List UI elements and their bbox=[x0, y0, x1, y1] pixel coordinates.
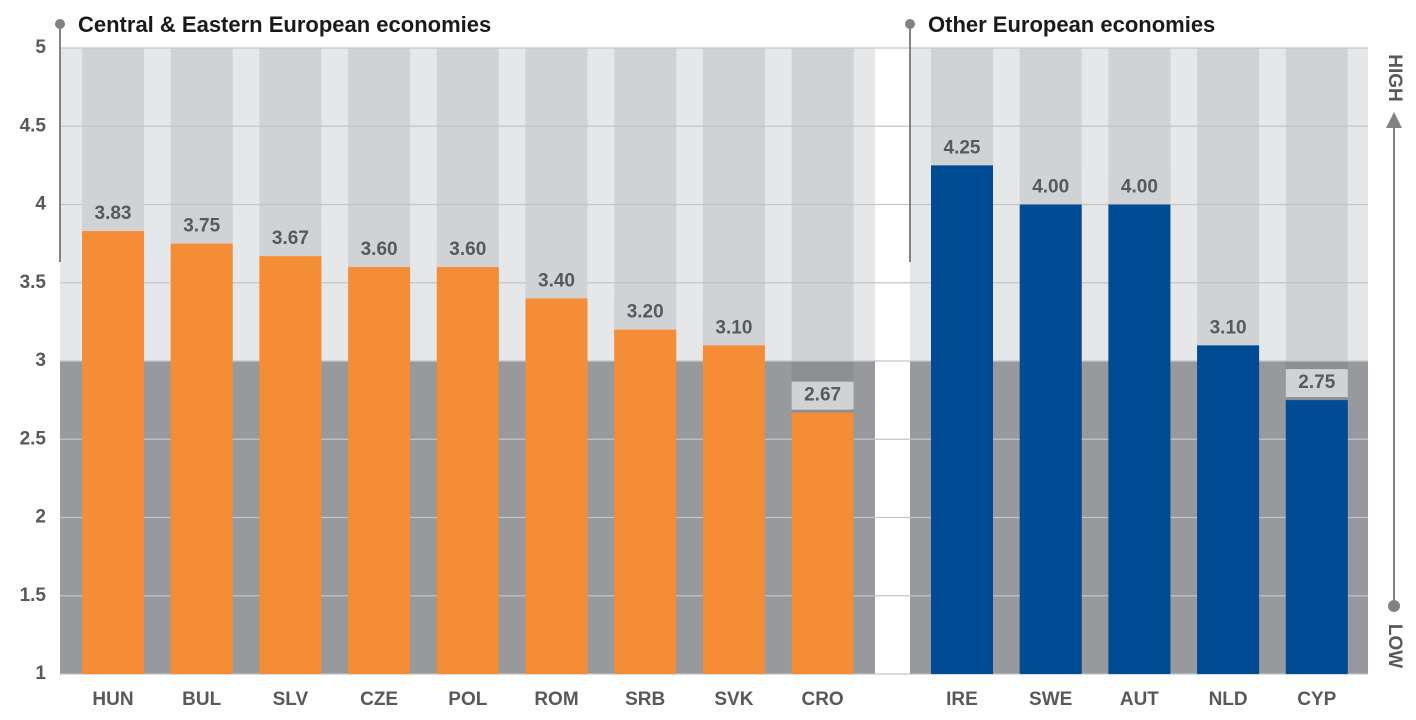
y-tick-label: 1.5 bbox=[20, 585, 47, 606]
bar bbox=[82, 231, 144, 675]
value-label: 3.60 bbox=[449, 239, 486, 260]
group-marker-dot bbox=[905, 19, 915, 29]
high-label: HIGH bbox=[1384, 54, 1405, 102]
value-label-bg bbox=[525, 267, 588, 296]
x-tick-label: IRE bbox=[946, 689, 978, 710]
x-tick-label: ROM bbox=[534, 689, 578, 710]
low-label: LOW bbox=[1384, 624, 1405, 668]
value-label-bg bbox=[1285, 369, 1348, 398]
value-label: 3.60 bbox=[361, 239, 398, 260]
x-tick-label: POL bbox=[448, 689, 487, 710]
bar bbox=[170, 243, 233, 674]
group-marker-dot bbox=[55, 19, 65, 29]
bar bbox=[1108, 204, 1171, 674]
value-label: 3.10 bbox=[715, 317, 752, 338]
value-label: 3.20 bbox=[627, 302, 664, 323]
value-label-bg bbox=[614, 298, 677, 327]
value-label-bg bbox=[1019, 173, 1082, 202]
value-label: 3.83 bbox=[95, 203, 132, 224]
arrow-head bbox=[1386, 112, 1402, 128]
x-tick-label: AUT bbox=[1120, 689, 1159, 710]
x-tick-label: SWE bbox=[1029, 689, 1072, 710]
value-label-bg bbox=[702, 314, 765, 343]
y-tick-label: 3 bbox=[35, 350, 46, 371]
x-tick-label: HUN bbox=[92, 689, 133, 710]
value-label: 2.75 bbox=[1298, 372, 1335, 393]
value-label-bg bbox=[170, 212, 233, 241]
x-tick-label: NLD bbox=[1209, 689, 1248, 710]
value-label-bg bbox=[791, 381, 854, 410]
value-label-bg bbox=[259, 225, 322, 254]
value-label-bg bbox=[82, 200, 144, 229]
x-tick-label: CZE bbox=[360, 689, 398, 710]
y-tick-label: 2.5 bbox=[20, 428, 47, 449]
bar bbox=[436, 267, 499, 674]
bar bbox=[525, 298, 588, 674]
value-label-bg bbox=[931, 134, 993, 163]
value-label-bg bbox=[436, 236, 499, 265]
x-tick-label: SVK bbox=[714, 689, 753, 710]
value-label: 4.25 bbox=[944, 137, 981, 158]
bar bbox=[614, 329, 677, 674]
group-title: Central & Eastern European economies bbox=[78, 12, 491, 37]
bar bbox=[1285, 400, 1348, 674]
bar bbox=[348, 267, 411, 674]
value-label: 4.00 bbox=[1032, 177, 1069, 198]
y-tick-label: 4.5 bbox=[20, 115, 47, 136]
value-label-bg bbox=[1197, 314, 1260, 343]
value-label: 3.75 bbox=[183, 216, 220, 237]
y-tick-label: 3.5 bbox=[20, 272, 47, 293]
y-tick-label: 4 bbox=[35, 194, 46, 215]
bar bbox=[1197, 345, 1260, 674]
x-tick-label: SRB bbox=[625, 689, 665, 710]
x-tick-label: SLV bbox=[273, 689, 309, 710]
bar bbox=[1019, 204, 1082, 674]
x-tick-label: CYP bbox=[1297, 689, 1336, 710]
bar bbox=[791, 412, 854, 674]
y-tick-label: 2 bbox=[35, 507, 46, 528]
bar bbox=[259, 256, 322, 674]
value-label: 3.40 bbox=[538, 270, 575, 291]
value-label-bg bbox=[348, 236, 411, 265]
value-label: 2.67 bbox=[804, 385, 841, 406]
bar bbox=[931, 165, 993, 674]
x-tick-label: CRO bbox=[801, 689, 843, 710]
value-label: 4.00 bbox=[1121, 177, 1158, 198]
x-tick-label: BUL bbox=[182, 689, 221, 710]
low-dot bbox=[1388, 600, 1400, 612]
y-tick-label: 1 bbox=[35, 663, 46, 684]
group-title: Other European economies bbox=[928, 12, 1215, 37]
value-label: 3.67 bbox=[272, 228, 309, 249]
bar bbox=[702, 345, 765, 674]
y-tick-label: 5 bbox=[35, 37, 46, 58]
value-label-bg bbox=[1108, 173, 1171, 202]
value-label: 3.10 bbox=[1210, 317, 1247, 338]
